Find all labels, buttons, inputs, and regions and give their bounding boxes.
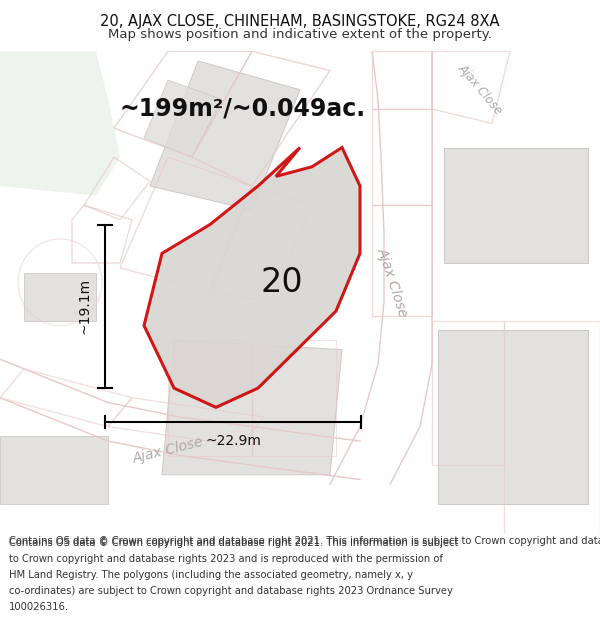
- Text: 20: 20: [260, 266, 304, 299]
- Text: Ajax Close: Ajax Close: [131, 435, 205, 466]
- Text: Ajax Close: Ajax Close: [455, 62, 505, 118]
- Text: HM Land Registry. The polygons (including the associated geometry, namely x, y: HM Land Registry. The polygons (includin…: [9, 570, 413, 580]
- Text: ~199m²/~0.049ac.: ~199m²/~0.049ac.: [120, 97, 366, 121]
- Text: ~22.9m: ~22.9m: [205, 434, 261, 448]
- Text: Contains OS data © Crown copyright and database right 2021. This information is : Contains OS data © Crown copyright and d…: [9, 538, 458, 548]
- Polygon shape: [444, 148, 588, 263]
- Text: co-ordinates) are subject to Crown copyright and database rights 2023 Ordnance S: co-ordinates) are subject to Crown copyr…: [9, 586, 453, 596]
- Text: 20, AJAX CLOSE, CHINEHAM, BASINGSTOKE, RG24 8XA: 20, AJAX CLOSE, CHINEHAM, BASINGSTOKE, R…: [100, 14, 500, 29]
- Polygon shape: [438, 331, 588, 504]
- Polygon shape: [162, 340, 342, 475]
- Polygon shape: [144, 148, 360, 408]
- Polygon shape: [144, 80, 222, 157]
- Text: ~19.1m: ~19.1m: [78, 278, 92, 334]
- Polygon shape: [0, 51, 120, 196]
- Text: Contains OS data © Crown copyright and database right 2021. This information is : Contains OS data © Crown copyright and d…: [9, 536, 600, 546]
- Polygon shape: [0, 359, 360, 479]
- Text: Map shows position and indicative extent of the property.: Map shows position and indicative extent…: [108, 28, 492, 41]
- Text: 100026316.: 100026316.: [9, 602, 69, 612]
- Text: to Crown copyright and database rights 2023 and is reproduced with the permissio: to Crown copyright and database rights 2…: [9, 554, 443, 564]
- Polygon shape: [330, 51, 432, 484]
- Polygon shape: [24, 272, 96, 321]
- Polygon shape: [0, 436, 108, 504]
- Polygon shape: [150, 61, 300, 210]
- Text: Ajax Close: Ajax Close: [375, 246, 411, 319]
